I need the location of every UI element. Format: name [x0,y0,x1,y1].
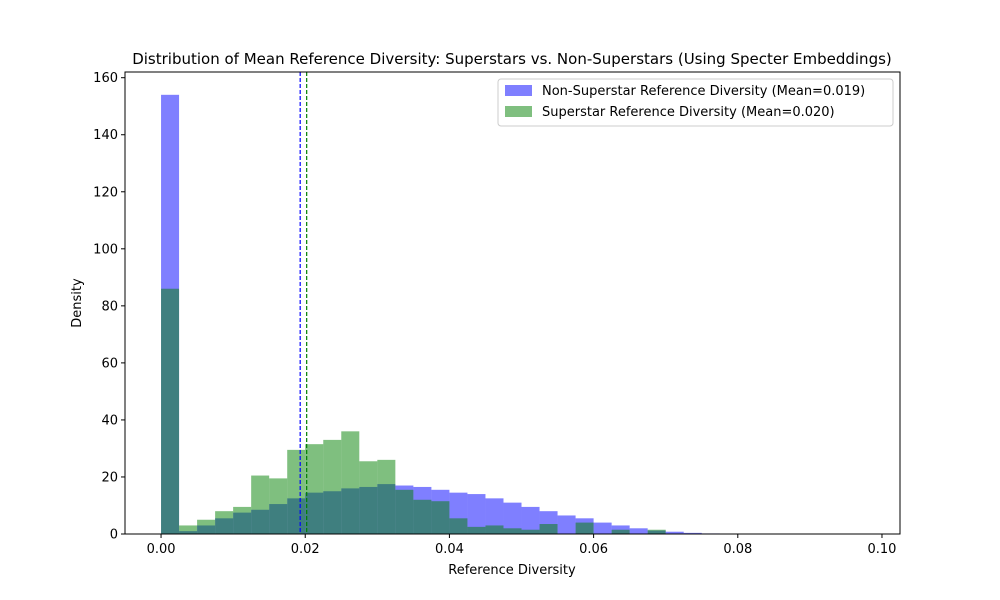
histogram-bar [269,478,288,534]
histogram-bar [629,528,648,534]
histogram-bar [179,525,198,534]
histogram-bar [575,522,594,534]
legend: Non-Superstar Reference Diversity (Mean=… [497,78,894,127]
histogram-bar [449,518,468,534]
histogram-bar [467,526,486,534]
chart-title: Distribution of Mean Reference Diversity… [132,50,892,68]
x-tick-label: 0.10 [868,542,897,557]
histogram-bar [665,531,684,534]
series-0-bars [161,94,882,534]
legend-swatch-non-superstar [505,85,532,96]
histogram-bar [539,524,558,534]
y-tick-label: 120 [93,185,118,200]
x-tick-label: 0.08 [723,542,752,557]
histogram-bar [233,506,252,534]
series-1-bars [161,288,666,534]
histogram-bar [359,461,378,534]
x-tick-label: 0.00 [147,542,176,557]
histogram-bar [683,532,702,534]
x-tick-label: 0.04 [435,542,464,557]
y-tick-label: 20 [101,470,118,485]
histogram-bar [593,522,612,534]
y-tick-label: 40 [101,413,118,428]
histogram-bar [413,499,432,534]
x-axis-label: Reference Diversity [448,563,576,578]
histogram-bar [503,528,522,534]
legend-label-superstar: Superstar Reference Diversity (Mean=0.02… [542,105,835,120]
histogram-bar [341,431,360,534]
histogram-bar [161,288,180,534]
x-tick-label: 0.06 [579,542,608,557]
mean-lines [299,72,308,534]
legend-frame [497,78,894,127]
histogram-bar [197,519,216,534]
histogram-bar [377,459,396,534]
histogram-bar [431,501,450,534]
histogram-bar [467,494,486,534]
plot-area [161,94,882,534]
histogram-bar [521,529,540,534]
y-tick-label: 60 [101,356,118,371]
histogram-bar [503,502,522,534]
histogram-bar [323,439,342,534]
histogram-bar [215,511,234,534]
histogram-bar [647,529,666,534]
y-axis: 0 20 40 60 80 100 120 140 160 [93,71,125,543]
histogram-bar [287,449,306,534]
y-tick-label: 100 [93,242,118,257]
plot-frame [124,71,901,535]
y-axis-label: Density [70,278,85,328]
histogram-bar [611,529,630,534]
histogram-bar [521,506,540,534]
histogram-bar [251,475,270,534]
y-tick-label: 140 [93,128,118,143]
y-tick-label: 80 [101,299,118,314]
histogram-bar [485,525,504,534]
y-tick-label: 0 [110,528,118,543]
histogram-bar [395,489,414,534]
histogram-bar [485,498,504,534]
legend-label-non-superstar: Non-Superstar Reference Diversity (Mean=… [542,84,865,99]
y-tick-label: 160 [93,71,118,86]
legend-swatch-superstar [505,106,532,117]
histogram-bar [557,515,576,534]
x-tick-label: 0.02 [291,542,320,557]
x-axis: 0.00 0.02 0.04 0.06 0.08 0.10 [147,534,897,557]
histogram-bar [305,444,324,534]
